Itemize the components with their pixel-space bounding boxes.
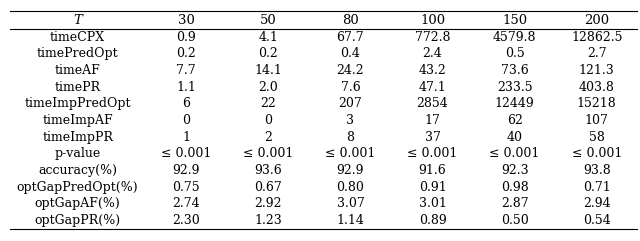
Text: optGapAF(%): optGapAF(%) xyxy=(35,197,120,210)
Text: 207: 207 xyxy=(339,97,362,110)
Text: 0: 0 xyxy=(182,114,190,127)
Text: 0.2: 0.2 xyxy=(259,47,278,60)
Text: 92.9: 92.9 xyxy=(337,164,364,177)
Text: accuracy(%): accuracy(%) xyxy=(38,164,117,177)
Text: 2: 2 xyxy=(264,131,272,144)
Text: 93.8: 93.8 xyxy=(583,164,611,177)
Text: 0.98: 0.98 xyxy=(500,181,529,194)
Text: 0.71: 0.71 xyxy=(583,181,611,194)
Text: 0.80: 0.80 xyxy=(337,181,364,194)
Text: 150: 150 xyxy=(502,14,527,27)
Text: 37: 37 xyxy=(424,131,440,144)
Text: 30: 30 xyxy=(178,14,195,27)
Text: 8: 8 xyxy=(346,131,355,144)
Text: 7.6: 7.6 xyxy=(340,81,360,94)
Text: timeCPX: timeCPX xyxy=(50,31,105,44)
Text: 2.74: 2.74 xyxy=(172,197,200,210)
Text: 6: 6 xyxy=(182,97,190,110)
Text: timePredOpt: timePredOpt xyxy=(37,47,118,60)
Text: 92.3: 92.3 xyxy=(501,164,529,177)
Text: timeImpPR: timeImpPR xyxy=(42,131,113,144)
Text: 0.2: 0.2 xyxy=(176,47,196,60)
Text: 7.7: 7.7 xyxy=(176,64,196,77)
Text: 2.0: 2.0 xyxy=(259,81,278,94)
Text: 40: 40 xyxy=(507,131,523,144)
Text: 0.5: 0.5 xyxy=(505,47,525,60)
Text: 2854: 2854 xyxy=(417,97,449,110)
Text: 0.75: 0.75 xyxy=(172,181,200,194)
Text: optGapPR(%): optGapPR(%) xyxy=(35,214,121,227)
Text: 47.1: 47.1 xyxy=(419,81,446,94)
Text: 0.67: 0.67 xyxy=(254,181,282,194)
Text: 1.1: 1.1 xyxy=(176,81,196,94)
Text: ≤ 0.001: ≤ 0.001 xyxy=(572,147,622,160)
Text: 3.01: 3.01 xyxy=(419,197,447,210)
Text: 91.6: 91.6 xyxy=(419,164,446,177)
Text: T: T xyxy=(73,14,82,27)
Text: 24.2: 24.2 xyxy=(337,64,364,77)
Text: timeImpPredOpt: timeImpPredOpt xyxy=(24,97,131,110)
Text: 1.14: 1.14 xyxy=(337,214,364,227)
Text: 100: 100 xyxy=(420,14,445,27)
Text: 14.1: 14.1 xyxy=(254,64,282,77)
Text: timeImpAF: timeImpAF xyxy=(42,114,113,127)
Text: optGapPredOpt(%): optGapPredOpt(%) xyxy=(17,181,138,194)
Text: 0.89: 0.89 xyxy=(419,214,446,227)
Text: 0.91: 0.91 xyxy=(419,181,446,194)
Text: 1.23: 1.23 xyxy=(254,214,282,227)
Text: 3.07: 3.07 xyxy=(337,197,364,210)
Text: 200: 200 xyxy=(584,14,609,27)
Text: ≤ 0.001: ≤ 0.001 xyxy=(490,147,540,160)
Text: 2.87: 2.87 xyxy=(501,197,529,210)
Text: 233.5: 233.5 xyxy=(497,81,532,94)
Text: 22: 22 xyxy=(260,97,276,110)
Text: 107: 107 xyxy=(585,114,609,127)
Text: 50: 50 xyxy=(260,14,276,27)
Text: 4.1: 4.1 xyxy=(259,31,278,44)
Text: 58: 58 xyxy=(589,131,605,144)
Text: 1: 1 xyxy=(182,131,190,144)
Text: 2.94: 2.94 xyxy=(583,197,611,210)
Text: ≤ 0.001: ≤ 0.001 xyxy=(161,147,211,160)
Text: ≤ 0.001: ≤ 0.001 xyxy=(325,147,376,160)
Text: 3: 3 xyxy=(346,114,355,127)
Text: ≤ 0.001: ≤ 0.001 xyxy=(407,147,458,160)
Text: 12862.5: 12862.5 xyxy=(571,31,623,44)
Text: ≤ 0.001: ≤ 0.001 xyxy=(243,147,294,160)
Text: 93.6: 93.6 xyxy=(254,164,282,177)
Text: 62: 62 xyxy=(507,114,523,127)
Text: 92.9: 92.9 xyxy=(172,164,200,177)
Text: 0: 0 xyxy=(264,114,272,127)
Text: 43.2: 43.2 xyxy=(419,64,446,77)
Text: 2.4: 2.4 xyxy=(422,47,442,60)
Text: timePR: timePR xyxy=(54,81,100,94)
Text: 12449: 12449 xyxy=(495,97,534,110)
Text: 80: 80 xyxy=(342,14,359,27)
Text: 15218: 15218 xyxy=(577,97,617,110)
Text: 772.8: 772.8 xyxy=(415,31,451,44)
Text: 73.6: 73.6 xyxy=(500,64,529,77)
Text: 0.9: 0.9 xyxy=(176,31,196,44)
Text: 17: 17 xyxy=(424,114,440,127)
Text: 0.54: 0.54 xyxy=(583,214,611,227)
Text: 2.92: 2.92 xyxy=(255,197,282,210)
Text: 0.4: 0.4 xyxy=(340,47,360,60)
Text: 403.8: 403.8 xyxy=(579,81,615,94)
Text: 2.30: 2.30 xyxy=(172,214,200,227)
Text: 121.3: 121.3 xyxy=(579,64,614,77)
Text: 0.50: 0.50 xyxy=(500,214,529,227)
Text: p-value: p-value xyxy=(54,147,100,160)
Text: 4579.8: 4579.8 xyxy=(493,31,536,44)
Text: 67.7: 67.7 xyxy=(337,31,364,44)
Text: timeAF: timeAF xyxy=(55,64,100,77)
Text: 2.7: 2.7 xyxy=(587,47,607,60)
